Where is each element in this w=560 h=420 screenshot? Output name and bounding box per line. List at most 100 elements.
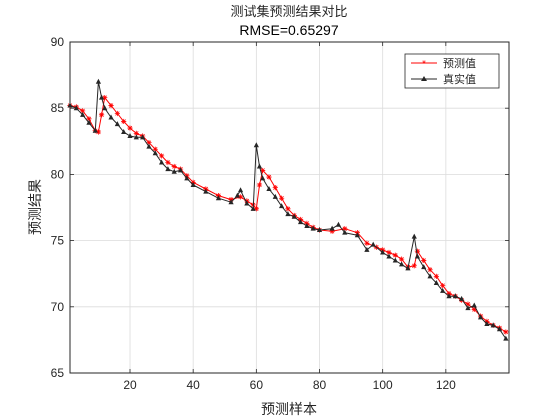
y-tick-label: 75 (51, 234, 65, 248)
point-predicted (411, 263, 417, 269)
legend-label-predicted: 预测值 (443, 57, 476, 70)
point-actual (73, 105, 79, 111)
x-axis-label: 预测样本 (261, 402, 317, 418)
legend-marker-predicted: * (422, 59, 426, 68)
x-tick-label: 20 (123, 378, 137, 392)
plot-area (69, 41, 510, 374)
point-predicted (121, 118, 127, 125)
point-predicted (133, 130, 139, 136)
point-actual (95, 78, 102, 84)
point-actual (165, 166, 171, 172)
point-actual (452, 293, 458, 299)
point-predicted (260, 167, 266, 174)
point-actual (411, 233, 417, 239)
point-actual (342, 229, 348, 235)
point-predicted (414, 248, 421, 254)
point-actual (354, 232, 361, 238)
point-predicted (171, 163, 177, 170)
point-actual (364, 246, 370, 252)
point-actual (380, 249, 386, 255)
point-predicted (237, 194, 244, 200)
point-predicted (503, 329, 509, 335)
point-predicted (266, 174, 272, 180)
legend-box (404, 53, 500, 89)
series-layer (67, 78, 509, 341)
point-actual (272, 193, 278, 199)
point-actual (421, 264, 427, 270)
point-actual (146, 143, 152, 149)
point-predicted (364, 240, 370, 246)
point-actual (234, 192, 240, 198)
y-tick-label: 80 (51, 167, 65, 181)
point-actual (140, 134, 146, 140)
point-actual (471, 302, 477, 308)
x-tick-label: 120 (436, 378, 456, 392)
y-axis-label: 预测结果 (28, 179, 44, 235)
point-actual (86, 119, 92, 125)
point-predicted (86, 116, 92, 122)
point-predicted (399, 256, 405, 262)
point-actual (266, 185, 272, 191)
point-predicted (433, 273, 439, 279)
point-predicted (95, 129, 102, 135)
point-actual (152, 150, 158, 156)
point-actual (446, 293, 452, 299)
y-tick-label: 90 (51, 35, 65, 49)
chart-subtitle: RMSE=0.65297 (239, 22, 338, 38)
x-tick-label: 100 (373, 378, 393, 392)
x-tick-label: 80 (313, 378, 327, 392)
point-predicted (253, 206, 259, 212)
legend-marker-actual (421, 76, 427, 81)
point-actual (477, 314, 484, 320)
series-actual (67, 78, 509, 341)
point-actual (80, 111, 86, 117)
point-actual (297, 219, 304, 225)
point-predicted (256, 182, 263, 188)
point-predicted (386, 249, 392, 256)
point-predicted (152, 146, 158, 152)
point-actual (256, 163, 263, 169)
point-actual (237, 187, 244, 193)
chart-title: 测试集预测结果对比 (230, 4, 347, 20)
point-actual (67, 102, 73, 108)
point-actual (127, 133, 133, 139)
point-actual (92, 127, 98, 133)
point-actual (459, 295, 465, 301)
point-actual (177, 167, 184, 173)
y-tick-label: 65 (51, 366, 65, 380)
point-actual (253, 142, 259, 148)
point-predicted (146, 140, 152, 146)
point-actual (108, 114, 114, 120)
point-actual (190, 181, 196, 187)
point-actual (335, 221, 342, 227)
axis-ticks: 20 40 60 80 100 120 65 70 75 80 85 90 (51, 35, 509, 392)
point-actual (427, 273, 433, 279)
point-actual (392, 257, 398, 263)
point-predicted (329, 228, 335, 234)
point-predicted (285, 206, 291, 212)
point-actual (503, 335, 509, 341)
point-predicted (80, 108, 86, 114)
point-actual (98, 94, 105, 100)
point-predicted (279, 195, 285, 201)
point-predicted (465, 301, 471, 307)
legend-label-actual: 真实值 (443, 72, 476, 86)
point-actual (291, 213, 297, 219)
point-predicted (392, 252, 398, 258)
point-actual (285, 211, 291, 217)
point-predicted (102, 95, 108, 101)
y-tick-label: 70 (51, 300, 65, 314)
point-actual (496, 326, 503, 332)
point-actual (250, 205, 256, 211)
point-predicted (108, 102, 114, 109)
point-actual (244, 200, 250, 206)
y-tick-label: 85 (51, 101, 65, 115)
point-predicted (421, 257, 427, 264)
point-actual (102, 105, 108, 111)
point-actual (215, 195, 222, 201)
point-actual (316, 227, 323, 233)
point-actual (399, 261, 405, 267)
point-actual (260, 175, 266, 181)
point-actual (484, 321, 490, 327)
